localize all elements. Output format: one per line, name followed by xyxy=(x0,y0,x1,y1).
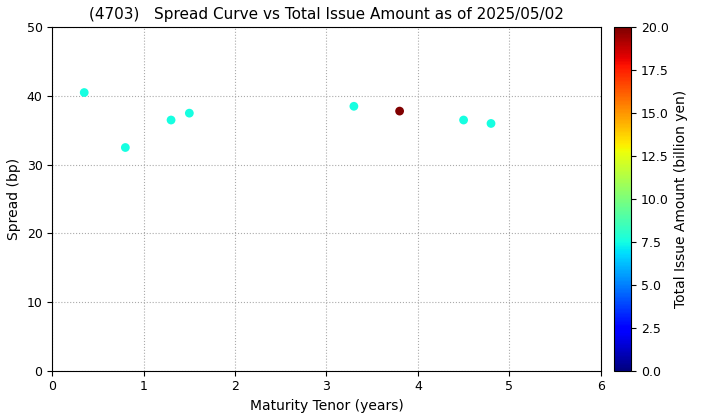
Point xyxy=(394,108,405,115)
Point xyxy=(166,117,177,123)
Point xyxy=(120,144,131,151)
Point xyxy=(485,120,497,127)
Point xyxy=(78,89,90,96)
Point xyxy=(458,117,469,123)
Point xyxy=(348,103,360,110)
Point xyxy=(184,110,195,116)
Title: (4703)   Spread Curve vs Total Issue Amount as of 2025/05/02: (4703) Spread Curve vs Total Issue Amoun… xyxy=(89,7,564,22)
Y-axis label: Total Issue Amount (billion yen): Total Issue Amount (billion yen) xyxy=(674,90,688,308)
X-axis label: Maturity Tenor (years): Maturity Tenor (years) xyxy=(250,399,403,413)
Y-axis label: Spread (bp): Spread (bp) xyxy=(7,158,21,240)
